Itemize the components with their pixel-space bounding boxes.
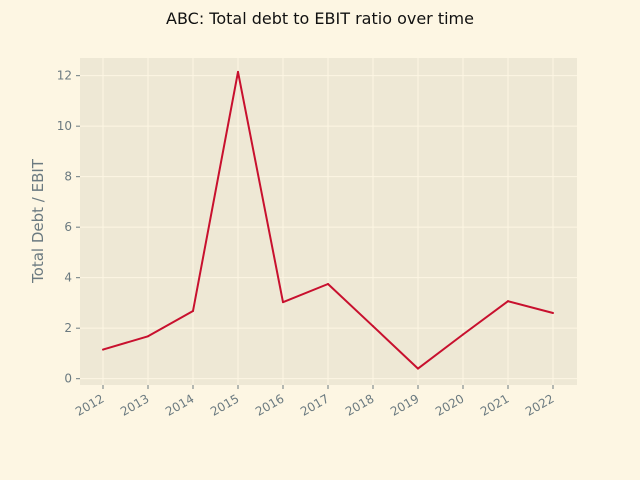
x-tick-label: 2016 [253,391,286,418]
y-axis: 0 2 4 6 8 10 12 [57,69,80,386]
series-layer [102,70,554,370]
x-tick-label: 2021 [478,391,511,418]
y-tick-label: 2 [64,321,72,335]
data-point [552,312,554,315]
data-point [462,333,464,336]
x-tick-label: 2014 [163,391,196,418]
data-point [507,300,509,303]
y-tick-label: 12 [57,69,72,83]
x-tick-label: 2022 [523,391,556,418]
x-tick-label: 2015 [208,391,241,418]
data-point [102,348,104,351]
chart-title: ABC: Total debt to EBIT ratio over time [166,9,474,28]
x-tick-label: 2020 [433,391,466,418]
y-tick-label: 10 [57,119,72,133]
x-tick-label: 2012 [73,391,106,418]
y-tick-label: 4 [64,271,72,285]
gridlines [80,58,577,385]
data-point [327,282,329,285]
data-point [147,335,149,338]
y-tick-label: 6 [64,220,72,234]
x-tick-label: 2017 [298,391,331,418]
y-tick-label: 8 [64,170,72,184]
data-point [372,325,374,328]
y-axis-label: Total Debt / EBIT [29,158,47,284]
data-point [237,70,239,73]
x-tick-label: 2013 [118,391,151,418]
x-tick-label: 2019 [388,391,421,418]
data-point [282,301,284,304]
x-axis: 2012 2013 2014 2015 2016 2017 2018 2019 2020 2021… [73,385,557,419]
y-tick-label: 0 [64,372,72,386]
x-tick-label: 2018 [343,391,376,418]
data-point [192,310,194,313]
data-point [417,367,419,370]
